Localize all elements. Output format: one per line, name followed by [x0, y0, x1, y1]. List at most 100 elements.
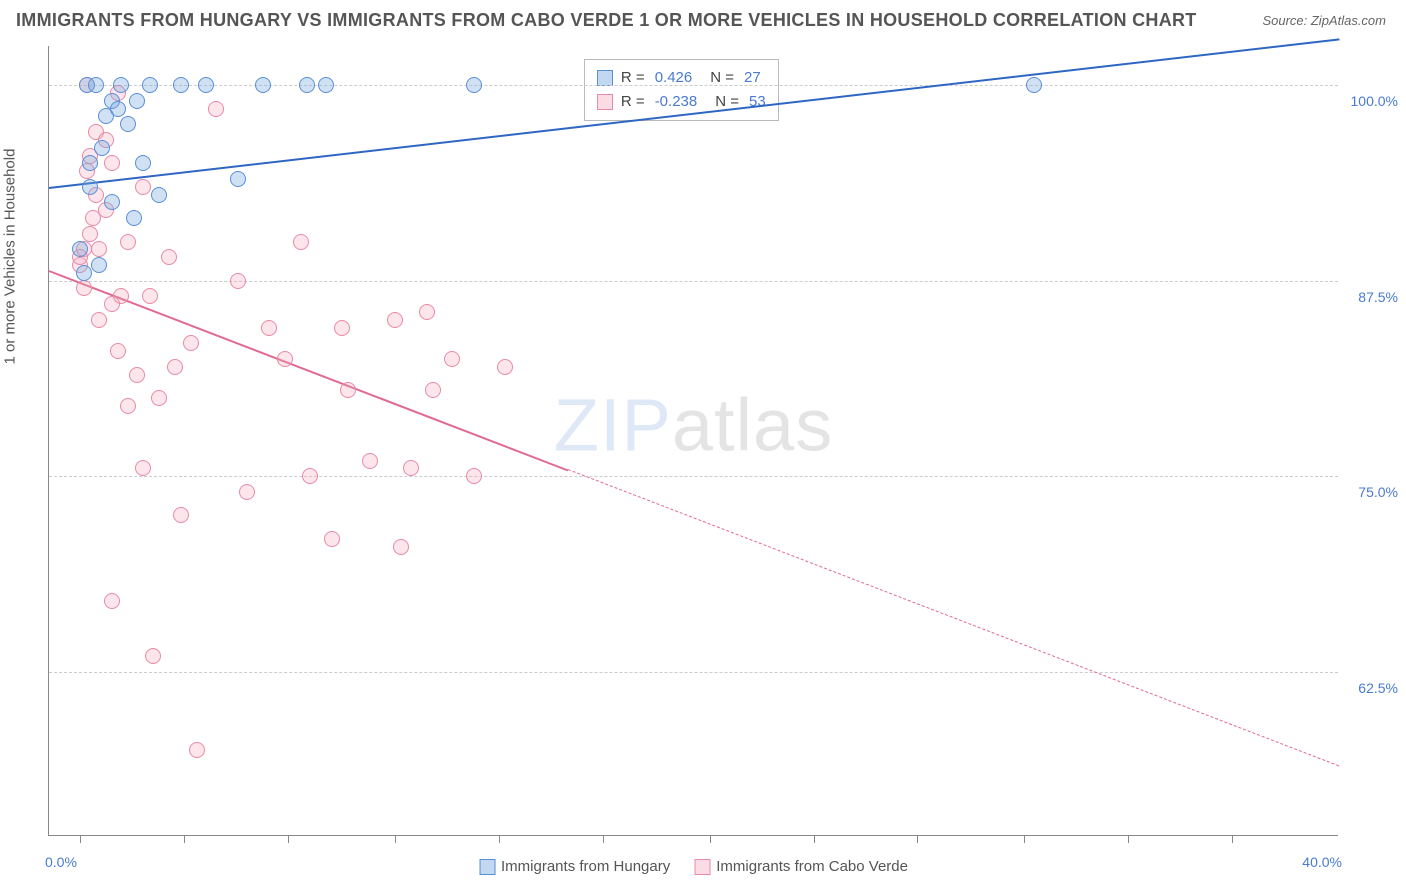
gridline-h [49, 85, 1338, 86]
x-tick [814, 835, 815, 843]
data-point [76, 280, 92, 296]
gridline-h [49, 672, 1338, 673]
swatch-icon [597, 94, 613, 110]
data-point [293, 234, 309, 250]
chart-title: IMMIGRANTS FROM HUNGARY VS IMMIGRANTS FR… [16, 10, 1197, 31]
data-point [239, 484, 255, 500]
x-tick [395, 835, 396, 843]
data-point [145, 648, 161, 664]
data-point [161, 249, 177, 265]
data-point [113, 77, 129, 93]
data-point [135, 460, 151, 476]
data-point [198, 77, 214, 93]
data-point [72, 241, 88, 257]
data-point [340, 382, 356, 398]
data-point [129, 367, 145, 383]
data-point [110, 101, 126, 117]
data-point [120, 398, 136, 414]
gridline-h [49, 476, 1338, 477]
data-point [334, 320, 350, 336]
swatch-icon [597, 70, 613, 86]
data-point [230, 273, 246, 289]
data-point [104, 194, 120, 210]
x-tick-start: 0.0% [45, 854, 77, 870]
swatch-icon [694, 859, 710, 875]
data-point [425, 382, 441, 398]
x-tick [499, 835, 500, 843]
data-point [261, 320, 277, 336]
source-attribution: Source: ZipAtlas.com [1262, 13, 1386, 28]
legend: Immigrants from Hungary Immigrants from … [479, 858, 908, 875]
data-point [104, 593, 120, 609]
data-point [126, 210, 142, 226]
data-point [94, 140, 110, 156]
data-point [466, 77, 482, 93]
stats-row-caboverde: R = -0.238 N = 53 [597, 90, 766, 114]
data-point [299, 77, 315, 93]
data-point [403, 460, 419, 476]
data-point [173, 507, 189, 523]
data-point [466, 468, 482, 484]
data-point [91, 312, 107, 328]
x-tick [1024, 835, 1025, 843]
data-point [230, 171, 246, 187]
data-point [167, 359, 183, 375]
swatch-icon [479, 859, 495, 875]
data-point [76, 265, 92, 281]
data-point [104, 155, 120, 171]
stats-row-hungary: R = 0.426 N = 27 [597, 66, 766, 90]
x-tick [184, 835, 185, 843]
x-tick [603, 835, 604, 843]
data-point [173, 77, 189, 93]
correlation-stats-box: R = 0.426 N = 27 R = -0.238 N = 53 [584, 59, 779, 121]
data-point [302, 468, 318, 484]
data-point [82, 155, 98, 171]
data-point [82, 226, 98, 242]
data-point [129, 93, 145, 109]
x-tick [710, 835, 711, 843]
y-axis-label: 1 or more Vehicles in Household [2, 149, 19, 365]
regression-line-extrapolated [568, 469, 1339, 766]
data-point [208, 101, 224, 117]
data-point [91, 257, 107, 273]
x-tick-end: 40.0% [1302, 854, 1342, 870]
x-tick [80, 835, 81, 843]
data-point [362, 453, 378, 469]
data-point [497, 359, 513, 375]
data-point [120, 234, 136, 250]
data-point [151, 187, 167, 203]
x-tick [1232, 835, 1233, 843]
y-tick-label: 87.5% [1343, 289, 1398, 305]
data-point [82, 179, 98, 195]
x-tick [1128, 835, 1129, 843]
data-point [444, 351, 460, 367]
data-point [135, 155, 151, 171]
data-point [387, 312, 403, 328]
y-tick-label: 62.5% [1343, 680, 1398, 696]
data-point [419, 304, 435, 320]
x-tick [917, 835, 918, 843]
data-point [189, 742, 205, 758]
legend-item-caboverde: Immigrants from Cabo Verde [694, 858, 908, 875]
y-tick-label: 100.0% [1343, 93, 1398, 109]
data-point [277, 351, 293, 367]
data-point [135, 179, 151, 195]
x-tick [288, 835, 289, 843]
data-point [183, 335, 199, 351]
y-tick-label: 75.0% [1343, 484, 1398, 500]
data-point [91, 241, 107, 257]
data-point [88, 77, 104, 93]
data-point [324, 531, 340, 547]
data-point [120, 116, 136, 132]
data-point [142, 77, 158, 93]
watermark: ZIPatlas [554, 382, 833, 467]
data-point [1026, 77, 1042, 93]
data-point [255, 77, 271, 93]
chart-container: 1 or more Vehicles in Household ZIPatlas… [0, 36, 1406, 892]
legend-item-hungary: Immigrants from Hungary [479, 858, 670, 875]
data-point [393, 539, 409, 555]
chart-header: IMMIGRANTS FROM HUNGARY VS IMMIGRANTS FR… [0, 0, 1406, 37]
data-point [110, 343, 126, 359]
plot-area: ZIPatlas R = 0.426 N = 27 R = -0.238 N =… [48, 46, 1338, 836]
data-point [142, 288, 158, 304]
